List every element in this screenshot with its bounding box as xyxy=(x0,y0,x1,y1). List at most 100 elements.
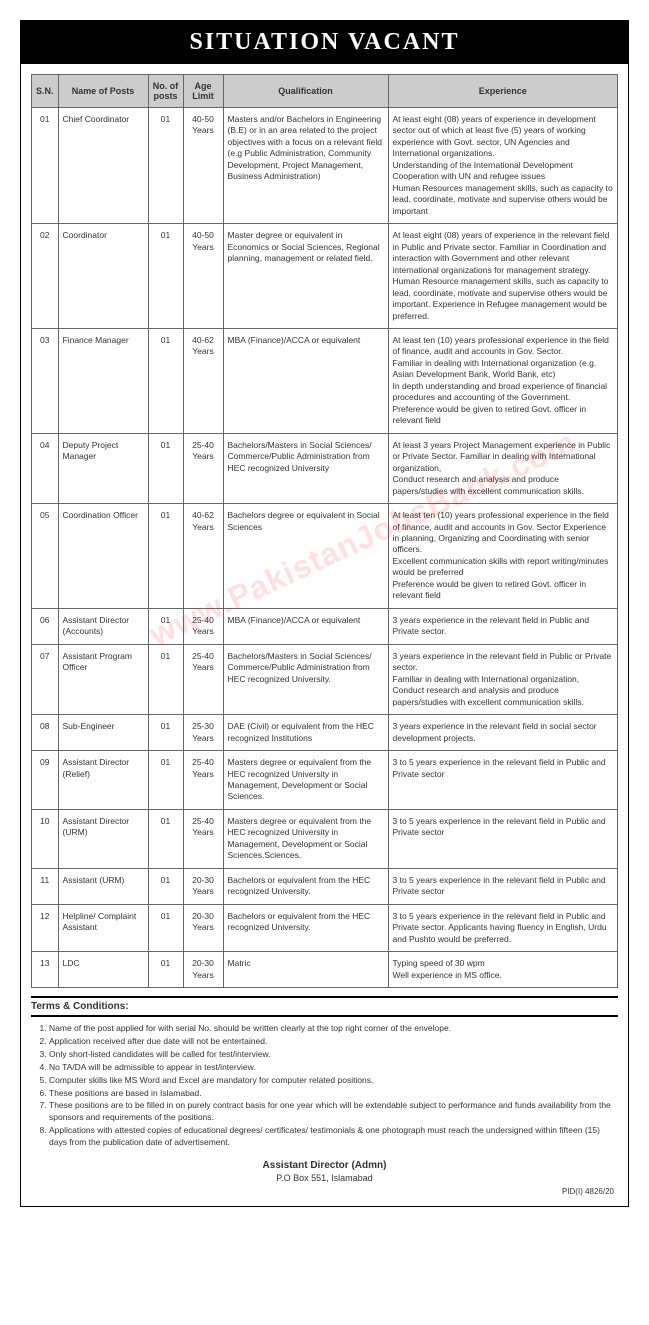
col-header-age: Age Limit xyxy=(183,75,223,108)
cell-sn: 09 xyxy=(32,751,59,810)
table-row: 10Assistant Director (URM)0125-40 YearsM… xyxy=(32,809,618,868)
cell-num: 01 xyxy=(148,952,183,988)
terms-item: No TA/DA will be admissible to appear in… xyxy=(49,1062,618,1074)
cell-qualification: MBA (Finance)/ACCA or equivalent xyxy=(223,328,388,433)
cell-name: Assistant Director (Relief) xyxy=(58,751,148,810)
jobs-table: S.N. Name of Posts No. of posts Age Limi… xyxy=(31,74,618,988)
footer-address: P.O Box 551, Islamabad xyxy=(31,1173,618,1187)
cell-num: 01 xyxy=(148,868,183,904)
cell-experience: 3 to 5 years experience in the relevant … xyxy=(388,809,617,868)
cell-experience: 3 years experience in the relevant field… xyxy=(388,644,617,714)
table-row: 05Coordination Officer0140-62 YearsBache… xyxy=(32,504,618,609)
cell-sn: 05 xyxy=(32,504,59,609)
cell-sn: 01 xyxy=(32,108,59,224)
cell-age: 25-40 Years xyxy=(183,809,223,868)
col-header-qual: Qualification xyxy=(223,75,388,108)
cell-qualification: Masters degree or equivalent from the HE… xyxy=(223,751,388,810)
cell-age: 40-50 Years xyxy=(183,224,223,329)
cell-name: Coordinator xyxy=(58,224,148,329)
cell-qualification: Bachelors or equivalent from the HEC rec… xyxy=(223,868,388,904)
content-wrapper: S.N. Name of Posts No. of posts Age Limi… xyxy=(21,64,628,1206)
cell-num: 01 xyxy=(148,904,183,951)
cell-qualification: Bachelors/Masters in Social Sciences/ Co… xyxy=(223,433,388,503)
cell-num: 01 xyxy=(148,809,183,868)
cell-experience: 3 to 5 years experience in the relevant … xyxy=(388,904,617,951)
cell-name: Deputy Project Manager xyxy=(58,433,148,503)
cell-age: 40-62 Years xyxy=(183,504,223,609)
cell-name: Assistant Director (URM) xyxy=(58,809,148,868)
terms-item: Applications with attested copies of edu… xyxy=(49,1125,618,1149)
cell-age: 20-30 Years xyxy=(183,904,223,951)
col-header-exp: Experience xyxy=(388,75,617,108)
table-row: 13LDC0120-30 YearsMatricTyping speed of … xyxy=(32,952,618,988)
table-row: 03Finance Manager0140-62 YearsMBA (Finan… xyxy=(32,328,618,433)
cell-num: 01 xyxy=(148,504,183,609)
cell-age: 25-40 Years xyxy=(183,644,223,714)
col-header-sn: S.N. xyxy=(32,75,59,108)
table-row: 02Coordinator0140-50 YearsMaster degree … xyxy=(32,224,618,329)
cell-experience: 3 to 5 years experience in the relevant … xyxy=(388,751,617,810)
cell-qualification: Masters degree or equivalent from the HE… xyxy=(223,809,388,868)
cell-sn: 12 xyxy=(32,904,59,951)
terms-item: These positions are based in Islamabad. xyxy=(49,1088,618,1100)
footer-title: Assistant Director (Admn) xyxy=(31,1156,618,1173)
cell-num: 01 xyxy=(148,715,183,751)
cell-age: 40-50 Years xyxy=(183,108,223,224)
terms-item: Application received after due date will… xyxy=(49,1036,618,1048)
cell-qualification: Masters and/or Bachelors in Engineering … xyxy=(223,108,388,224)
cell-sn: 02 xyxy=(32,224,59,329)
terms-item: These positions are to be filled in on p… xyxy=(49,1100,618,1124)
cell-sn: 11 xyxy=(32,868,59,904)
cell-qualification: Bachelors or equivalent from the HEC rec… xyxy=(223,904,388,951)
cell-name: Sub-Engineer xyxy=(58,715,148,751)
cell-qualification: MBA (Finance)/ACCA or equivalent xyxy=(223,608,388,644)
cell-sn: 13 xyxy=(32,952,59,988)
cell-name: Coordination Officer xyxy=(58,504,148,609)
footer-pid: PID(I) 4826/20 xyxy=(31,1187,618,1196)
advertisement-container: SITUATION VACANT S.N. Name of Posts No. … xyxy=(20,20,629,1207)
cell-qualification: Bachelors degree or equivalent in Social… xyxy=(223,504,388,609)
cell-age: 25-40 Years xyxy=(183,751,223,810)
cell-num: 01 xyxy=(148,433,183,503)
cell-name: Helpline/ Complaint Assistant xyxy=(58,904,148,951)
table-row: 06Assistant Director (Accounts)0125-40 Y… xyxy=(32,608,618,644)
cell-experience: Typing speed of 30 wpm Well experience i… xyxy=(388,952,617,988)
cell-experience: At least 3 years Project Management expe… xyxy=(388,433,617,503)
terms-item: Name of the post applied for with serial… xyxy=(49,1023,618,1035)
cell-qualification: DAE (Civil) or equivalent from the HEC r… xyxy=(223,715,388,751)
cell-sn: 07 xyxy=(32,644,59,714)
table-row: 08Sub-Engineer0125-30 YearsDAE (Civil) o… xyxy=(32,715,618,751)
cell-sn: 08 xyxy=(32,715,59,751)
cell-name: Chief Coordinator xyxy=(58,108,148,224)
cell-sn: 06 xyxy=(32,608,59,644)
terms-item: Only short-listed candidates will be cal… xyxy=(49,1049,618,1061)
cell-age: 25-40 Years xyxy=(183,608,223,644)
cell-qualification: Matric xyxy=(223,952,388,988)
terms-list: Name of the post applied for with serial… xyxy=(31,1017,618,1156)
cell-num: 01 xyxy=(148,328,183,433)
cell-qualification: Bachelors/Masters in Social Sciences/ Co… xyxy=(223,644,388,714)
cell-name: Assistant Director (Accounts) xyxy=(58,608,148,644)
cell-name: Assistant Program Officer xyxy=(58,644,148,714)
table-row: 11Assistant (URM)0120-30 YearsBachelors … xyxy=(32,868,618,904)
cell-age: 20-30 Years xyxy=(183,952,223,988)
cell-age: 40-62 Years xyxy=(183,328,223,433)
cell-sn: 04 xyxy=(32,433,59,503)
col-header-name: Name of Posts xyxy=(58,75,148,108)
cell-name: LDC xyxy=(58,952,148,988)
header-title: SITUATION VACANT xyxy=(21,21,628,64)
cell-qualification: Master degree or equivalent in Economics… xyxy=(223,224,388,329)
terms-item: Computer skills like MS Word and Excel a… xyxy=(49,1075,618,1087)
cell-name: Assistant (URM) xyxy=(58,868,148,904)
cell-sn: 03 xyxy=(32,328,59,433)
table-header-row: S.N. Name of Posts No. of posts Age Limi… xyxy=(32,75,618,108)
table-row: 07Assistant Program Officer0125-40 Years… xyxy=(32,644,618,714)
terms-header: Terms & Conditions: xyxy=(31,996,618,1017)
cell-num: 01 xyxy=(148,644,183,714)
cell-name: Finance Manager xyxy=(58,328,148,433)
cell-age: 25-40 Years xyxy=(183,433,223,503)
cell-experience: At least ten (10) years professional exp… xyxy=(388,504,617,609)
cell-num: 01 xyxy=(148,751,183,810)
cell-num: 01 xyxy=(148,108,183,224)
cell-num: 01 xyxy=(148,608,183,644)
